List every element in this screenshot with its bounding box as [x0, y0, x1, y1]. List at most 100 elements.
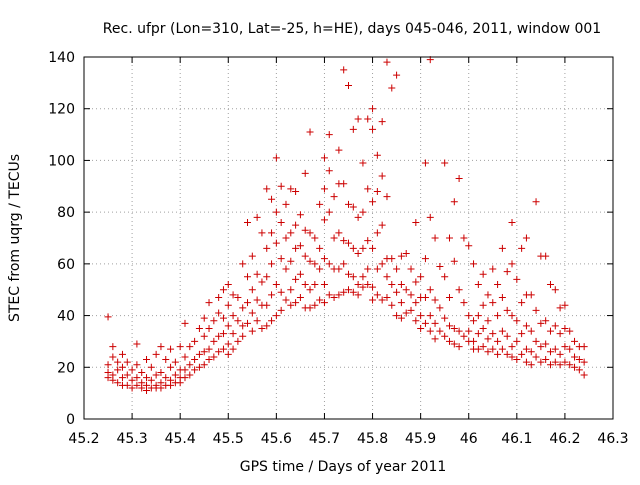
data-point — [118, 363, 126, 371]
data-point — [436, 304, 444, 312]
data-point — [455, 343, 463, 351]
data-point — [114, 379, 122, 387]
data-point — [287, 229, 295, 237]
data-point — [498, 327, 506, 335]
data-point — [325, 131, 333, 139]
data-point — [393, 288, 401, 296]
data-point — [229, 291, 237, 299]
data-point — [143, 374, 151, 382]
data-point — [407, 306, 415, 314]
data-point — [527, 291, 535, 299]
data-point — [272, 281, 280, 289]
data-point — [349, 273, 357, 281]
data-point — [296, 293, 304, 301]
data-point — [325, 208, 333, 216]
data-point — [421, 255, 429, 263]
data-point — [167, 381, 175, 389]
data-point — [138, 368, 146, 376]
data-point — [325, 260, 333, 268]
data-point — [359, 273, 367, 281]
y-tick-label: 60 — [57, 257, 75, 273]
data-point — [325, 167, 333, 175]
data-point — [345, 200, 352, 208]
data-point — [263, 185, 271, 193]
data-point — [157, 384, 165, 392]
data-point — [455, 286, 463, 294]
data-point — [378, 172, 386, 180]
data-point — [258, 325, 266, 332]
data-point — [239, 304, 247, 312]
data-point — [258, 278, 266, 286]
data-point — [455, 327, 463, 335]
data-point — [268, 195, 276, 203]
data-point — [378, 221, 386, 229]
data-point — [195, 325, 203, 332]
data-point — [518, 244, 526, 252]
data-point — [219, 314, 227, 322]
data-point — [470, 337, 478, 345]
data-point — [450, 340, 458, 348]
data-point — [441, 314, 449, 322]
data-point — [354, 291, 362, 299]
y-tick-label: 100 — [48, 153, 75, 169]
data-point — [532, 337, 540, 345]
data-point — [393, 71, 401, 79]
data-point — [489, 330, 497, 338]
data-point — [522, 322, 530, 330]
data-point — [133, 381, 141, 389]
data-point — [465, 312, 473, 320]
data-point — [191, 366, 199, 374]
data-point — [263, 322, 271, 330]
data-point — [397, 314, 405, 322]
data-point — [542, 340, 550, 348]
data-point — [162, 374, 170, 382]
data-point — [244, 319, 252, 327]
data-point — [556, 361, 564, 369]
data-point — [431, 319, 439, 327]
data-point — [133, 340, 141, 348]
data-point — [205, 325, 213, 332]
data-point — [479, 325, 487, 332]
data-point — [311, 234, 319, 242]
data-point — [373, 229, 381, 237]
data-point — [513, 356, 521, 364]
data-point — [258, 229, 266, 237]
data-point — [292, 244, 300, 252]
data-point — [186, 371, 194, 379]
x-tick-label: 45.6 — [261, 431, 292, 447]
data-point — [571, 353, 579, 361]
data-point — [248, 327, 256, 335]
data-point — [167, 345, 175, 353]
data-point — [551, 286, 559, 294]
data-point — [407, 265, 415, 273]
data-point — [474, 330, 482, 338]
data-point — [460, 234, 468, 242]
data-point — [349, 125, 357, 133]
data-point — [311, 301, 319, 309]
data-point — [556, 304, 564, 312]
y-tick-label: 120 — [48, 102, 75, 118]
x-tick-label: 46.2 — [549, 431, 580, 447]
data-point — [133, 374, 141, 382]
data-point — [272, 154, 280, 162]
data-point — [354, 250, 362, 258]
data-point — [383, 293, 391, 301]
data-point — [431, 335, 439, 343]
data-point — [123, 371, 131, 379]
data-point — [575, 356, 583, 364]
data-point — [508, 312, 516, 320]
data-point — [474, 281, 482, 289]
data-point — [272, 312, 280, 320]
data-point — [215, 309, 223, 317]
data-point — [244, 273, 252, 281]
data-point — [219, 330, 227, 338]
data-point — [277, 255, 285, 263]
data-point — [359, 159, 367, 167]
data-point — [460, 332, 468, 340]
data-point — [421, 159, 429, 167]
x-axis-label: GPS time / Days of year 2011 — [240, 459, 447, 475]
data-point — [412, 299, 420, 307]
data-point — [532, 306, 540, 314]
data-point — [450, 198, 458, 206]
